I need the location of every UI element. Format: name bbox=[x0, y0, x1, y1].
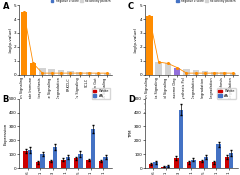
Bar bbox=[146, 16, 153, 75]
Bar bbox=[39, 68, 46, 75]
Bar bbox=[202, 71, 208, 75]
Y-axis label: Expression: Expression bbox=[3, 122, 7, 145]
Bar bbox=[179, 110, 183, 168]
Bar bbox=[48, 69, 55, 75]
Text: C: C bbox=[128, 2, 134, 11]
Bar bbox=[21, 12, 27, 75]
Bar bbox=[49, 161, 53, 168]
Y-axis label: TPM: TPM bbox=[129, 129, 133, 138]
Bar bbox=[104, 73, 111, 75]
Y-axis label: -log(p-value): -log(p-value) bbox=[8, 27, 12, 53]
Bar bbox=[24, 151, 28, 168]
Bar bbox=[229, 153, 233, 168]
Bar bbox=[204, 157, 208, 168]
Bar bbox=[36, 162, 41, 168]
Legend: White, AA: White, AA bbox=[217, 88, 236, 99]
Bar bbox=[95, 73, 102, 75]
Bar bbox=[174, 68, 180, 75]
Bar bbox=[187, 162, 191, 168]
Legend: positive z-score, negative z-score, z-score > 0, no activity pattern: positive z-score, negative z-score, z-sc… bbox=[50, 0, 111, 3]
Bar bbox=[174, 158, 179, 168]
Bar bbox=[220, 72, 227, 75]
Bar bbox=[28, 150, 32, 168]
Bar bbox=[192, 70, 199, 75]
Bar bbox=[61, 160, 66, 168]
Bar bbox=[74, 158, 78, 168]
Bar bbox=[86, 72, 92, 75]
Y-axis label: -log(p-value): -log(p-value) bbox=[134, 27, 138, 53]
Bar bbox=[67, 71, 74, 75]
Text: D: D bbox=[128, 95, 135, 104]
Bar bbox=[53, 147, 57, 168]
Bar bbox=[211, 72, 218, 75]
Bar bbox=[58, 70, 64, 75]
Bar bbox=[216, 144, 221, 168]
Bar bbox=[212, 162, 216, 168]
Bar bbox=[199, 161, 204, 168]
Bar bbox=[166, 166, 170, 168]
Bar bbox=[99, 161, 103, 168]
Bar bbox=[230, 73, 236, 75]
Bar bbox=[66, 157, 70, 168]
Bar bbox=[225, 157, 229, 168]
Bar bbox=[41, 154, 45, 168]
Text: B: B bbox=[2, 95, 9, 104]
Bar bbox=[165, 63, 171, 75]
Bar bbox=[191, 160, 196, 168]
Bar bbox=[162, 167, 166, 168]
Bar bbox=[149, 164, 153, 168]
Bar bbox=[153, 162, 158, 168]
Legend: White, AA: White, AA bbox=[92, 88, 110, 99]
Bar bbox=[155, 62, 162, 75]
Bar bbox=[76, 72, 83, 75]
Bar bbox=[183, 69, 190, 75]
Bar bbox=[86, 160, 91, 168]
Bar bbox=[30, 63, 36, 75]
Bar bbox=[91, 129, 95, 168]
Bar bbox=[78, 154, 83, 168]
Legend: positive z-score, negative z-score, z-score > 0, no activity pattern: positive z-score, negative z-score, z-sc… bbox=[176, 0, 236, 3]
Text: A: A bbox=[2, 2, 9, 11]
Bar bbox=[103, 157, 108, 168]
